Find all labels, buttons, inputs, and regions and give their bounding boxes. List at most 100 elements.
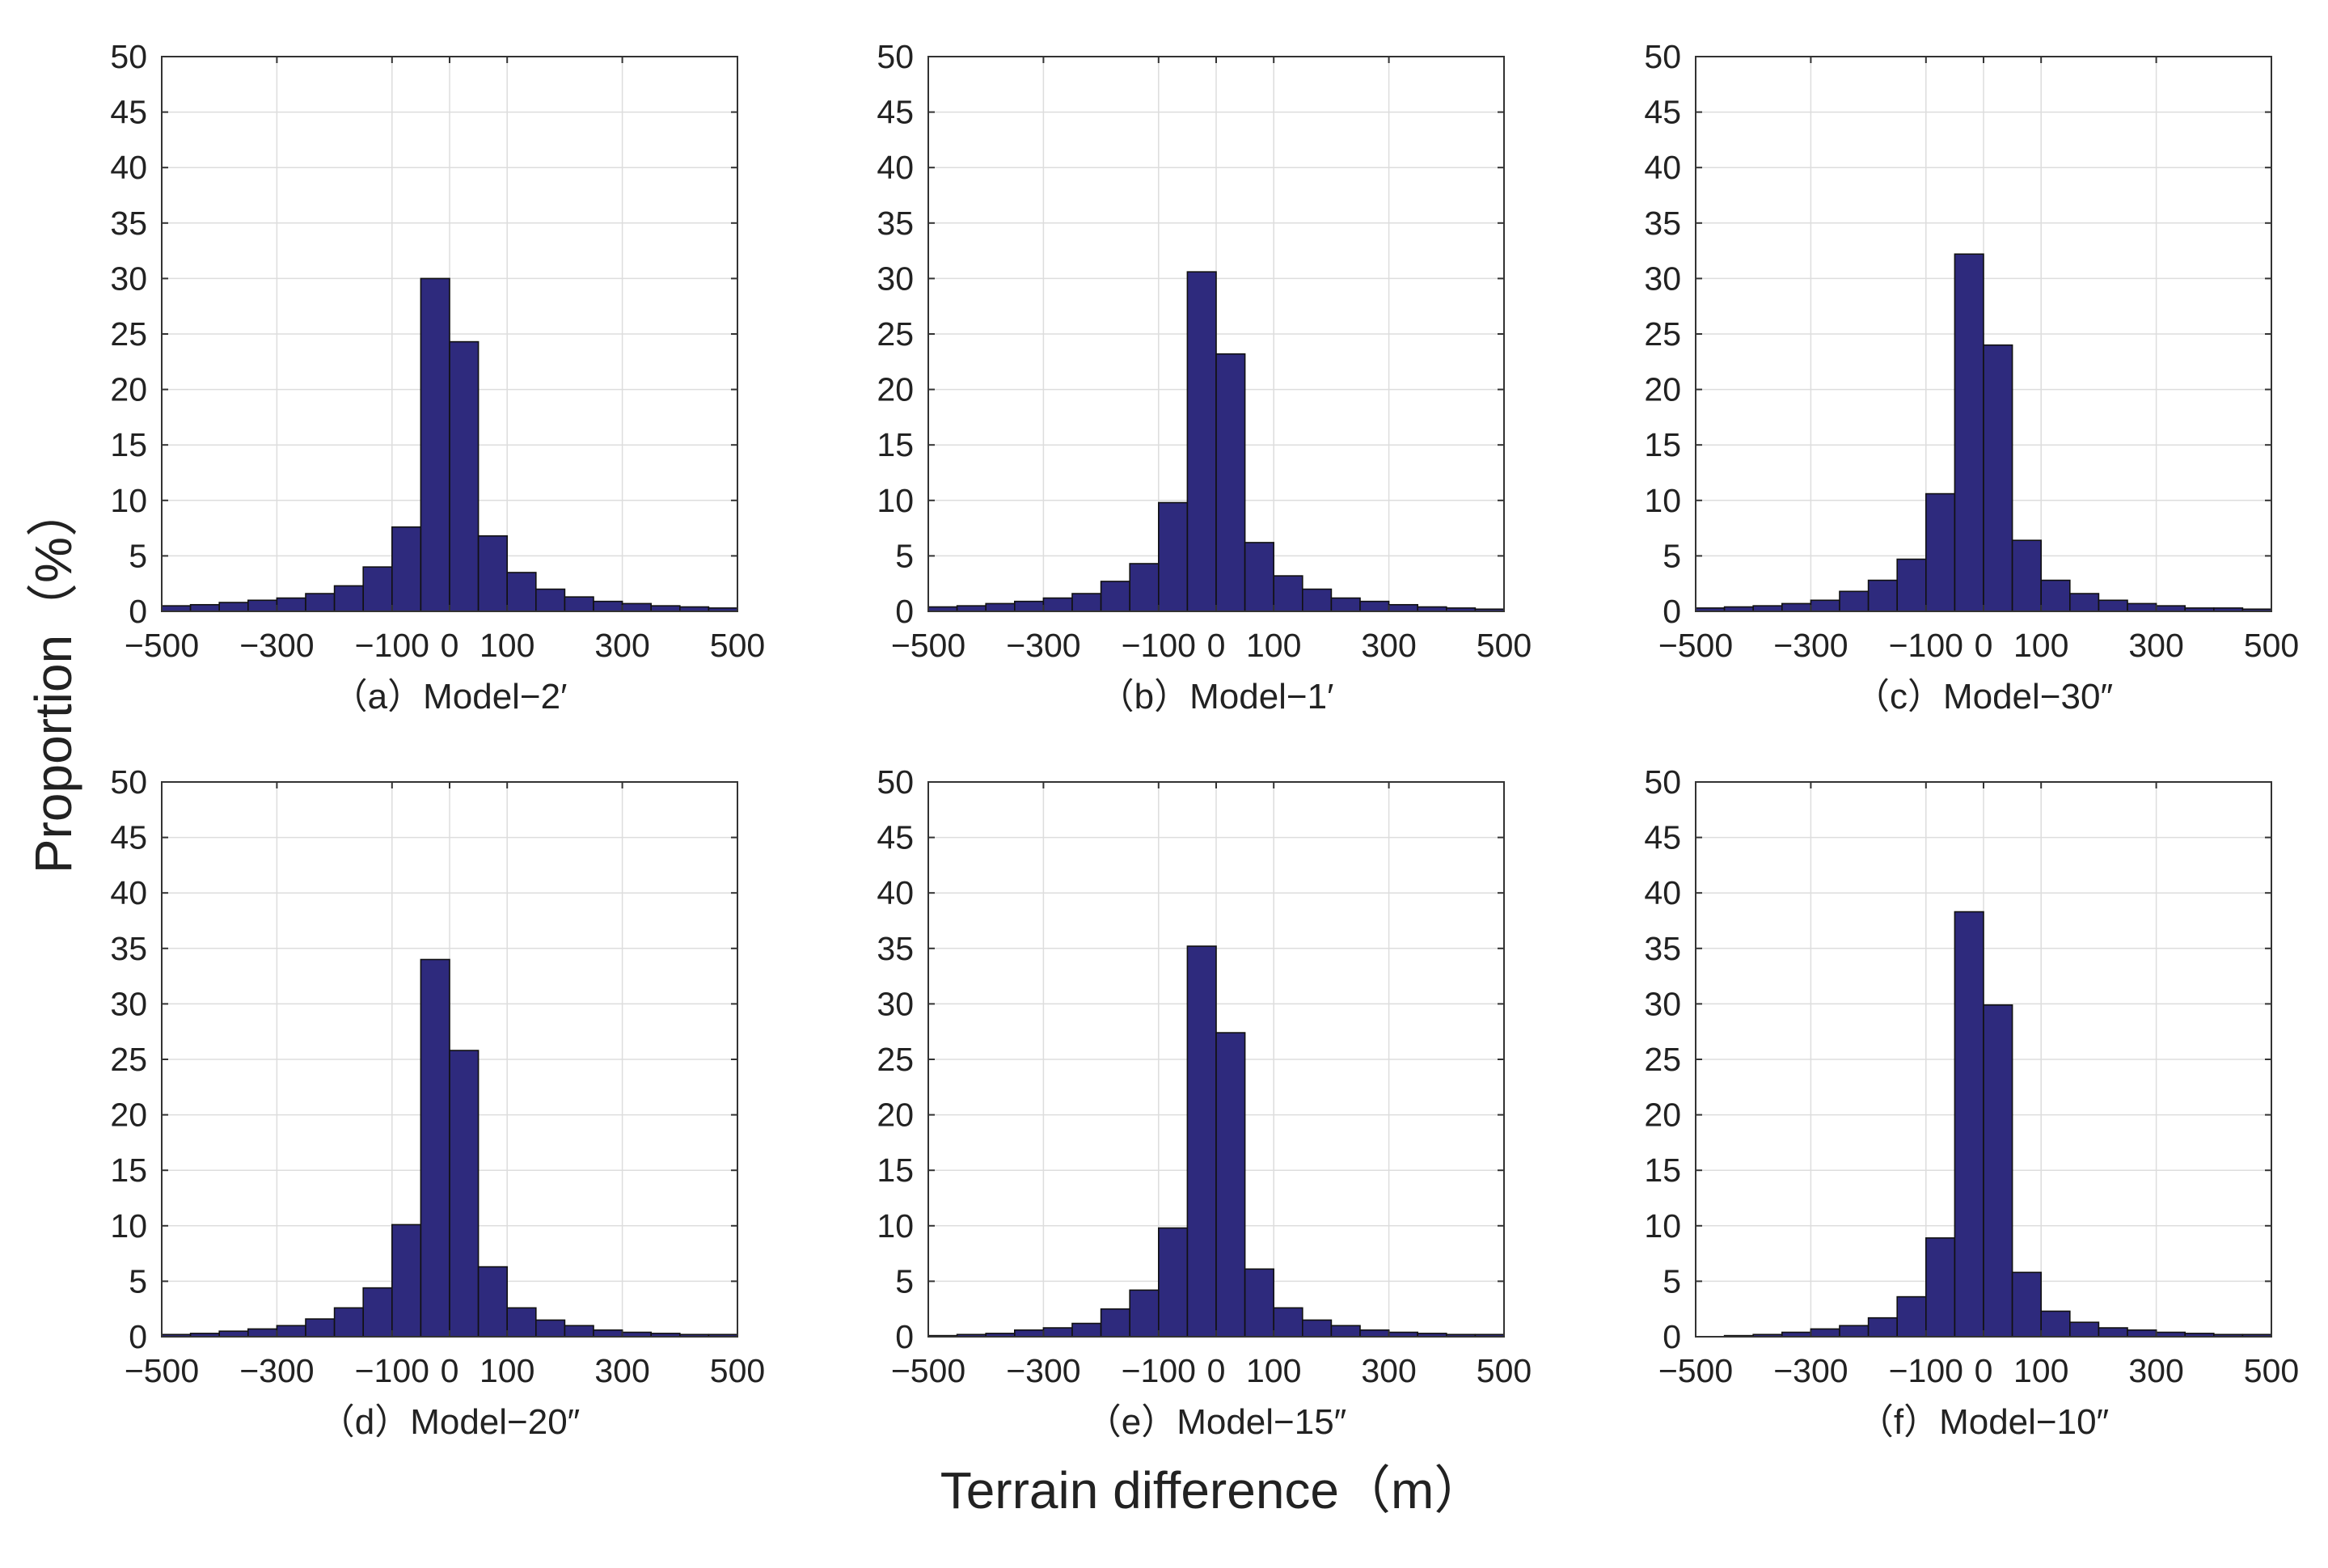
- x-tick-label: 100: [2013, 1352, 2068, 1389]
- y-tick-label: 40: [1644, 149, 1681, 186]
- y-tick-label: 25: [877, 1041, 914, 1078]
- y-tick-label: 20: [110, 371, 147, 408]
- histogram-bar: [1100, 581, 1130, 612]
- histogram-bar: [1867, 1317, 1899, 1338]
- x-tick-label: 0: [1975, 1352, 1993, 1389]
- y-tick-label: 40: [110, 149, 147, 186]
- histogram-bar: [506, 572, 537, 612]
- histogram-bar: [1158, 501, 1189, 612]
- histogram-bar: [2040, 1310, 2071, 1338]
- x-tick-label: −500: [1658, 627, 1733, 664]
- histogram-bar: [564, 596, 594, 612]
- histogram-bar: [1954, 253, 1984, 612]
- histogram-bar: [1014, 1329, 1045, 1338]
- x-tick-label: −100: [1122, 627, 1196, 664]
- x-tick-label: −100: [1889, 1352, 1963, 1389]
- histogram-bar: [449, 340, 480, 612]
- x-tick-label: −500: [125, 627, 199, 664]
- histogram-bar: [1071, 593, 1102, 612]
- y-tick-label: 20: [877, 1097, 914, 1134]
- histogram-bar: [2040, 579, 2071, 612]
- y-tick-label: 35: [1644, 205, 1681, 242]
- histogram-bar: [2069, 1321, 2100, 1338]
- y-tick-label: 15: [877, 1152, 914, 1189]
- histogram-bar: [247, 1328, 278, 1338]
- x-tick-label: 300: [1361, 627, 1416, 664]
- histogram-bar: [1273, 1307, 1303, 1338]
- x-tick-label: 0: [1975, 627, 1993, 664]
- x-tick-label: −300: [1006, 1352, 1080, 1389]
- y-tick-label: 45: [110, 94, 147, 131]
- y-tick-label: 10: [110, 482, 147, 519]
- x-tick-label: 0: [1207, 627, 1226, 664]
- histogram-bar: [1302, 1319, 1333, 1338]
- y-tick-label: 50: [877, 38, 914, 75]
- histogram-bar: [1781, 602, 1812, 612]
- y-tick-label: 10: [1644, 1207, 1681, 1245]
- histogram-panel: 0 5 10 15 20 25 30 35 40 45 50 −500 −300 −100 0 100 300 5…: [877, 763, 1532, 1442]
- y-tick-label: 30: [1644, 260, 1681, 297]
- y-tick-label: 30: [110, 260, 147, 297]
- histogram-bar: [1925, 492, 1956, 612]
- y-tick-label: 15: [110, 1152, 147, 1189]
- x-tick-label: 300: [2128, 627, 2183, 664]
- x-tick-label: 0: [1207, 1352, 1226, 1389]
- histogram-bar: [1983, 344, 2013, 612]
- histogram-bar: [1042, 597, 1073, 612]
- y-tick-label: 20: [877, 371, 914, 408]
- histogram-bar: [1273, 575, 1303, 612]
- y-tick-label: 40: [1644, 874, 1681, 911]
- histogram-bar: [333, 585, 365, 612]
- y-tick-label: 0: [1663, 1318, 1681, 1355]
- histogram-bar: [506, 1307, 537, 1338]
- x-tick-label: 300: [1361, 1352, 1416, 1389]
- histogram-bar: [1954, 911, 1984, 1338]
- y-tick-label: 50: [110, 38, 147, 75]
- histogram-panel: 0 5 10 15 20 25 30 35 40 45 50 −500 −300 −100 0 100 300 5…: [1644, 763, 2299, 1442]
- x-tick-label: −300: [1773, 627, 1848, 664]
- histogram-bar: [2011, 539, 2043, 612]
- x-tick-label: 500: [710, 627, 765, 664]
- y-tick-label: 10: [877, 482, 914, 519]
- y-tick-label: 10: [110, 1207, 147, 1245]
- histogram-bar: [449, 1050, 480, 1338]
- y-tick-label: 25: [110, 1041, 147, 1078]
- histogram-bar: [1158, 1227, 1189, 1338]
- panel-caption: （f）Model−10″: [1858, 1402, 2109, 1442]
- y-tick-label: 15: [877, 426, 914, 463]
- y-tick-label: 0: [129, 593, 147, 630]
- histogram-bar: [1896, 558, 1927, 612]
- histogram-bar: [1042, 1327, 1073, 1338]
- y-tick-label: 5: [895, 1262, 914, 1300]
- histogram-bar: [1330, 1325, 1361, 1338]
- histogram-bar: [1186, 271, 1217, 612]
- y-tick-label: 25: [110, 315, 147, 353]
- x-tick-label: 100: [480, 1352, 534, 1389]
- x-tick-label: 0: [441, 1352, 459, 1389]
- panel-caption: （d）Model−20″: [319, 1402, 581, 1442]
- histogram-bar: [391, 526, 422, 612]
- histogram-bar: [1215, 1032, 1246, 1338]
- histogram-bar: [1215, 353, 1246, 612]
- histogram-bar: [218, 1330, 249, 1338]
- y-tick-label: 35: [110, 205, 147, 242]
- histogram-bar: [650, 605, 681, 612]
- y-tick-label: 0: [895, 1318, 914, 1355]
- y-tick-label: 40: [877, 149, 914, 186]
- x-tick-label: −100: [1122, 1352, 1196, 1389]
- histogram-panel: 0 5 10 15 20 25 30 35 40 45 50 −500 −300 −100 0 100 300 5…: [877, 38, 1532, 716]
- y-tick-label: 0: [895, 593, 914, 630]
- y-tick-label: 30: [110, 985, 147, 1022]
- histogram-bar: [1129, 563, 1160, 612]
- y-tick-label: 0: [129, 1318, 147, 1355]
- histogram-panel: 0 5 10 15 20 25 30 35 40 45 50 −500 −300 −100 0 100 300 5…: [1644, 38, 2299, 716]
- x-tick-label: −500: [891, 627, 965, 664]
- x-tick-label: 500: [2244, 627, 2299, 664]
- histogram-bar: [1186, 945, 1217, 1338]
- x-tick-label: −300: [1773, 1352, 1848, 1389]
- y-tick-label: 25: [1644, 1041, 1681, 1078]
- histogram-panel: 0 5 10 15 20 25 30 35 40 45 50 −500 −300 −100 0 100 300 5…: [110, 38, 765, 716]
- x-tick-label: 100: [1246, 1352, 1301, 1389]
- y-tick-label: 5: [1663, 1262, 1681, 1300]
